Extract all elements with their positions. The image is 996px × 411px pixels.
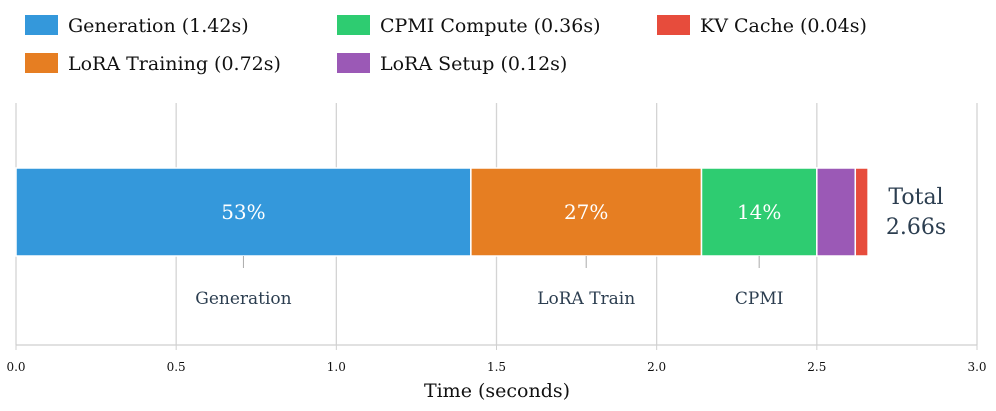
- legend-label: Generation (1.42s): [68, 15, 249, 37]
- legend-swatch: [657, 15, 690, 35]
- x-axis-label: Time (seconds): [424, 380, 570, 402]
- legend-swatch: [25, 15, 58, 35]
- total-label: Total: [888, 185, 943, 210]
- bar-percent-label: 14%: [737, 200, 781, 224]
- x-tick-label: 2.0: [647, 360, 666, 374]
- legend: Generation (1.42s) LoRA Training (0.72s) C…: [25, 15, 867, 75]
- bar-percent-label: 27%: [564, 200, 608, 224]
- total-value: 2.66s: [886, 215, 946, 240]
- bar-segment: [816, 167, 857, 257]
- phase-label: Generation: [195, 289, 291, 309]
- legend-label: LoRA Training (0.72s): [68, 53, 281, 75]
- x-tick-label: 1.0: [327, 360, 346, 374]
- phase-label: LoRA Train: [537, 289, 635, 309]
- legend-label: KV Cache (0.04s): [700, 15, 867, 37]
- bar-segment: [15, 167, 472, 257]
- bar-percent-label: 53%: [221, 200, 265, 224]
- phase-label: CPMI: [735, 289, 784, 309]
- legend-swatch: [337, 53, 370, 73]
- legend-swatch: [337, 15, 370, 35]
- x-tick-label: 0.0: [6, 360, 25, 374]
- x-tick-labels: 0.0 0.5 1.0 1.5 2.0 2.5 3.0: [6, 345, 987, 374]
- legend-label: LoRA Setup (0.12s): [380, 53, 567, 75]
- legend-label: CPMI Compute (0.36s): [380, 15, 601, 37]
- x-tick-label: 3.0: [967, 360, 986, 374]
- total-annotation: Total 2.66s: [886, 185, 946, 240]
- x-tick-label: 1.5: [487, 360, 506, 374]
- phase-annotations: Generation LoRA Train CPMI: [195, 256, 783, 309]
- stacked-bar: 53% 27% 14%: [15, 167, 869, 257]
- x-tick-label: 0.5: [167, 360, 186, 374]
- x-tick-label: 2.5: [807, 360, 826, 374]
- bar-segment: [470, 167, 703, 257]
- legend-swatch: [25, 53, 58, 73]
- bar-segment: [854, 167, 869, 257]
